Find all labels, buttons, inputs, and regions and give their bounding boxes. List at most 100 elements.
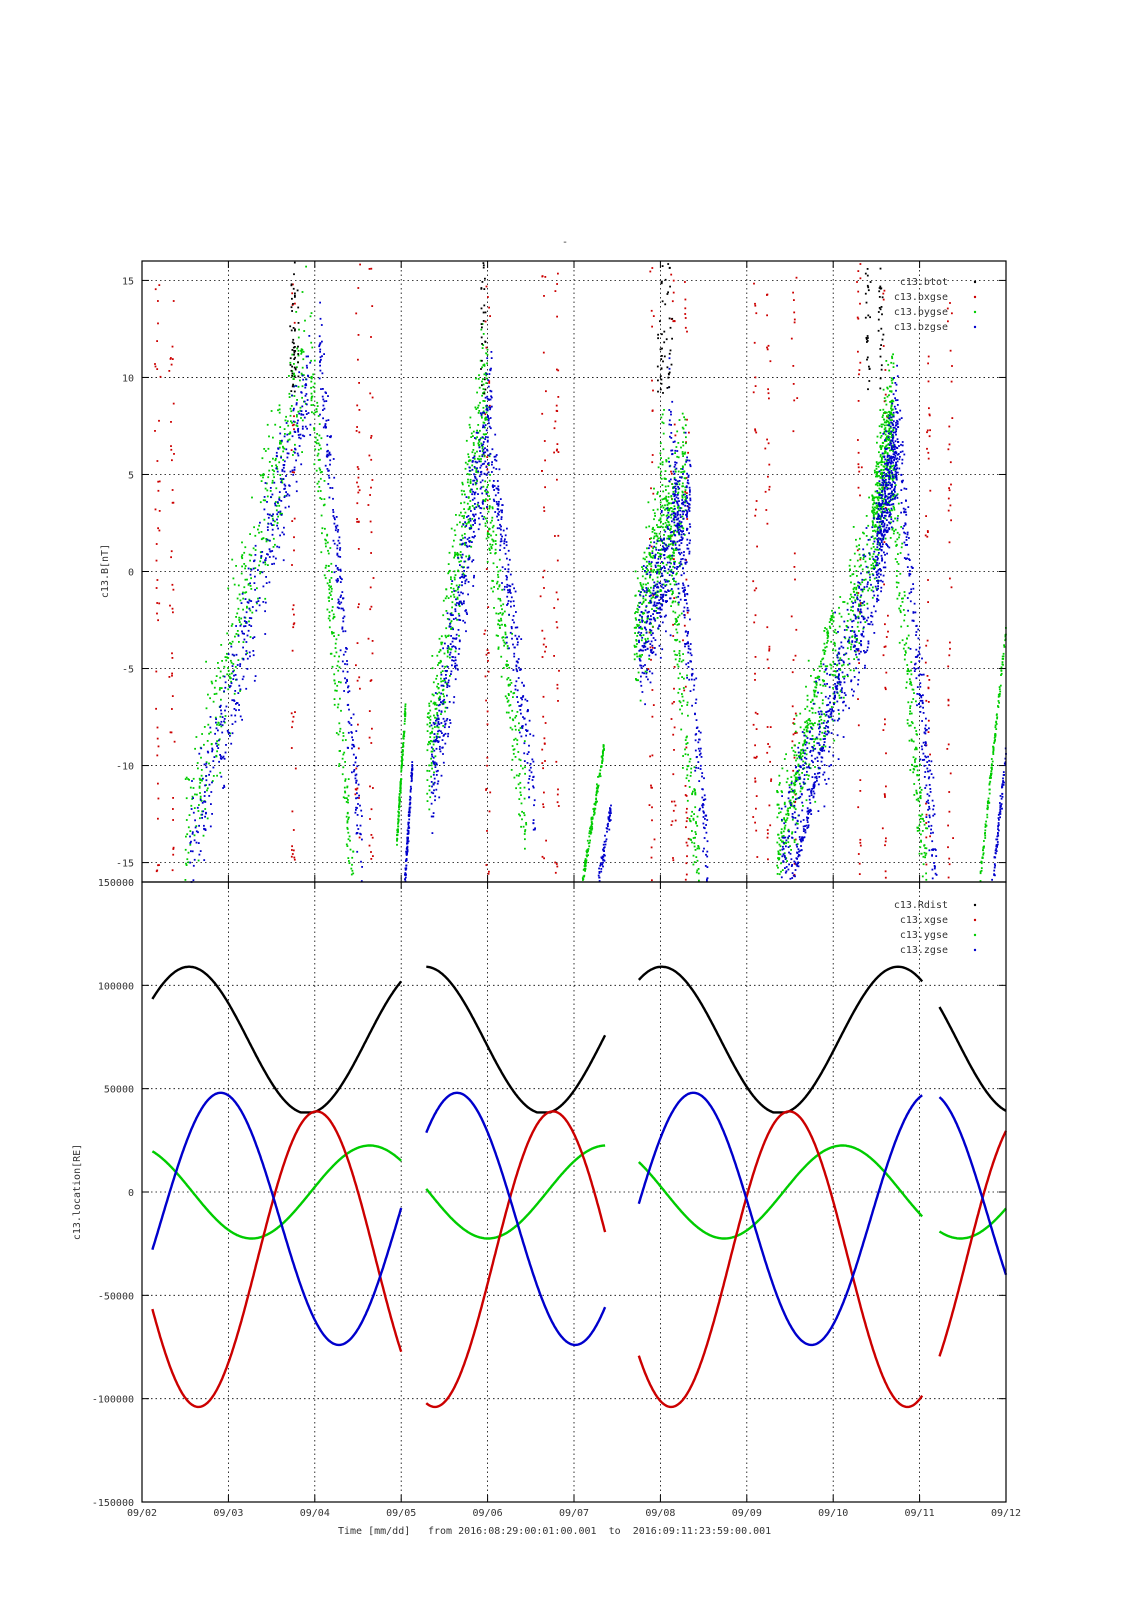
point-bzgse: [268, 556, 271, 558]
point-bxgse: [924, 534, 927, 537]
point-bzgse: [253, 582, 256, 584]
point-bygse: [426, 730, 429, 732]
point-bygse: [650, 541, 652, 544]
point-bxgse: [858, 662, 860, 664]
point-bxgse: [293, 423, 295, 426]
point-bygse: [288, 396, 291, 398]
point-bygse: [292, 454, 294, 456]
point-bygse: [879, 454, 882, 456]
point-bzgse: [473, 479, 476, 482]
point-bygse: [281, 512, 283, 515]
point-bygse: [892, 400, 895, 403]
point-bygse: [801, 755, 804, 758]
point-bzgse: [203, 800, 205, 803]
point-bygse: [400, 766, 403, 768]
point-bxgse: [949, 577, 951, 580]
point-bygse: [317, 459, 320, 461]
point-bygse: [323, 574, 326, 577]
point-bygse: [319, 490, 322, 492]
point-bygse: [924, 854, 927, 857]
point-bxgse: [754, 385, 757, 387]
point-bygse: [862, 627, 865, 630]
point-bygse: [910, 661, 913, 663]
point-bygse: [889, 449, 891, 452]
point-bxgse: [859, 838, 862, 841]
point-bygse: [795, 792, 798, 795]
point-bygse: [889, 433, 891, 435]
point-bygse: [680, 446, 682, 449]
point-bzgse: [192, 797, 194, 799]
point-bzgse: [282, 559, 285, 562]
point-bxgse: [927, 579, 929, 581]
point-bzgse: [190, 850, 192, 853]
point-bygse: [453, 596, 456, 598]
point-bzgse: [452, 618, 455, 620]
point-bzgse: [479, 438, 481, 441]
point-bygse: [880, 423, 883, 426]
point-bygse: [468, 473, 471, 476]
point-bygse: [231, 623, 234, 625]
point-bygse: [684, 477, 687, 480]
point-bygse: [871, 495, 874, 498]
point-bygse: [861, 568, 864, 571]
point-bygse: [855, 545, 858, 548]
point-bzgse: [462, 542, 464, 545]
point-bygse: [192, 777, 195, 780]
point-bygse: [659, 567, 662, 570]
point-bygse: [638, 624, 640, 627]
point-bygse: [826, 630, 829, 633]
point-bygse: [877, 505, 879, 507]
point-bygse: [226, 673, 229, 676]
point-bxgse: [291, 424, 294, 427]
point-bygse: [984, 823, 987, 826]
point-bxgse: [487, 872, 490, 875]
point-bzgse: [224, 681, 227, 684]
point-bygse: [987, 797, 990, 800]
point-bzgse: [471, 493, 473, 496]
point-bygse: [664, 521, 667, 524]
point-bygse: [834, 649, 837, 652]
point-bygse: [903, 591, 906, 593]
point-bygse: [781, 869, 784, 871]
point-bygse: [684, 489, 687, 491]
point-bygse: [277, 515, 279, 518]
point-bygse: [894, 558, 897, 560]
point-bxgse: [294, 302, 296, 305]
point-bygse: [330, 590, 333, 593]
point-bygse: [682, 466, 684, 468]
point-bzgse: [459, 600, 462, 603]
point-bygse: [277, 409, 279, 412]
point-bygse: [681, 451, 684, 453]
point-bzgse: [438, 723, 441, 726]
point-bygse: [694, 836, 696, 839]
point-bzgse: [460, 576, 463, 578]
point-bygse: [980, 867, 983, 869]
point-bxgse: [767, 442, 770, 445]
point-bygse: [811, 698, 814, 701]
point-bygse: [300, 352, 303, 355]
point-bygse: [872, 524, 874, 526]
point-bygse: [518, 722, 520, 725]
point-bygse: [345, 843, 348, 846]
point-bzgse: [305, 413, 308, 415]
point-bygse: [997, 706, 1000, 708]
point-bygse: [230, 625, 233, 627]
point-bygse: [898, 536, 900, 539]
point-bygse: [474, 467, 476, 469]
point-bygse: [859, 596, 862, 598]
point-bzgse: [298, 436, 300, 439]
point-bygse: [811, 728, 814, 730]
point-bygse: [925, 847, 928, 850]
point-bygse: [682, 767, 684, 769]
point-bygse: [444, 701, 447, 704]
point-bygse: [887, 439, 890, 441]
point-bxgse: [292, 604, 295, 607]
point-bygse: [305, 265, 307, 268]
point-bygse: [992, 753, 995, 755]
point-bxgse: [754, 744, 756, 747]
point-bzgse: [461, 603, 463, 606]
point-bygse: [443, 695, 445, 698]
point-bzgse: [301, 425, 304, 428]
point-bxgse: [929, 429, 931, 432]
point-bygse: [984, 826, 987, 828]
